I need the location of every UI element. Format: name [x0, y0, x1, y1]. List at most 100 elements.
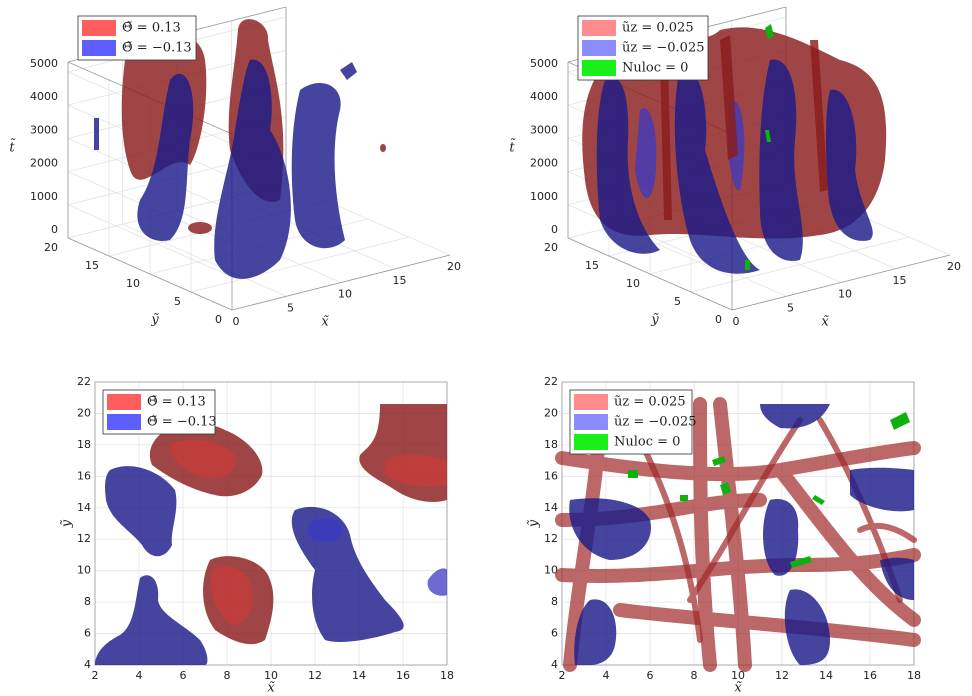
z-tick-label: 3000 [530, 123, 558, 136]
y-tick-label: 18 [77, 438, 91, 451]
x-tick-label: 6 [180, 669, 187, 682]
isosurface [569, 498, 651, 560]
legend-swatch [107, 394, 141, 410]
z-tick-label: 2000 [530, 157, 558, 170]
isosurface [385, 454, 447, 487]
y-tick-label: 12 [544, 532, 558, 545]
z-tick-label: 0 [51, 223, 58, 236]
x-tick-label: 4 [603, 669, 610, 682]
x-axis-label: x̃ [734, 681, 742, 696]
isosurface [307, 518, 343, 542]
x-tick-label: 10 [731, 669, 745, 682]
x-tick-label: 12 [775, 669, 789, 682]
isosurface [95, 575, 208, 665]
isosurface [214, 59, 291, 279]
legend-label: Θ̃ = 0.13 [122, 21, 181, 36]
y-axis-label: ỹ [650, 313, 659, 328]
y-tick-label: 22 [544, 375, 558, 388]
x-axis-label: x̃ [321, 315, 329, 330]
legend-swatch [582, 20, 616, 36]
x-axis-label: x̃ [821, 315, 829, 330]
isosurface [574, 589, 830, 665]
plot-frame [94, 381, 448, 666]
z-tick-label: 1000 [30, 190, 58, 203]
isosurface [759, 59, 803, 261]
x-tick-label: 16 [396, 669, 410, 682]
x-tick-label: 18 [440, 669, 454, 682]
isosurface [825, 89, 873, 241]
legend-label: Θ̃ = −0.13 [147, 415, 217, 430]
y-tick-label: 15 [85, 259, 99, 272]
y-tick-label: 0 [715, 313, 722, 326]
z-tick-label: 0 [551, 223, 558, 236]
axis-line [731, 254, 951, 311]
y-tick-label: 0 [215, 313, 222, 326]
legend-label: Nuloc = 0 [614, 435, 680, 450]
isosurface [137, 73, 194, 241]
z-tick-label: 4000 [30, 90, 58, 103]
y-tick-label: 15 [585, 259, 599, 272]
y-tick-label: 20 [44, 241, 58, 254]
x-tick-label: 20 [947, 260, 961, 273]
y-tick-label: 14 [544, 501, 558, 514]
x-axis-label: x̃ [267, 681, 275, 696]
y-tick-label: 12 [77, 532, 91, 545]
z-tick-label: 4000 [530, 90, 558, 103]
z-tick-label: 1000 [530, 190, 558, 203]
y-tick-label: 4 [551, 658, 558, 671]
axis-line [67, 237, 233, 311]
y-tick-label: 20 [77, 406, 91, 419]
legend-label: ũz = −0.025 [622, 41, 705, 56]
legend-label: ũz = −0.025 [614, 415, 697, 430]
legend-label: Nuloc = 0 [622, 61, 688, 76]
isosurface [637, 417, 917, 643]
y-axis-label: ỹ [150, 313, 159, 328]
x-tick-label: 10 [264, 669, 278, 682]
x-tick-label: 20 [447, 260, 461, 273]
isosurface [359, 404, 447, 502]
legend-label: ũz = 0.025 [622, 21, 694, 36]
z-axis-label: t̃ [9, 139, 15, 156]
y-tick-label: 5 [674, 295, 681, 308]
x-tick-label: 2 [92, 669, 99, 682]
z-tick-label: 2000 [30, 157, 58, 170]
legend-swatch [574, 434, 608, 450]
y-tick-label: 6 [551, 627, 558, 640]
y-tick-label: 6 [84, 627, 91, 640]
x-tick-label: 12 [308, 669, 322, 682]
isosurface [170, 439, 236, 479]
legend-swatch [574, 394, 608, 410]
isosurface [105, 466, 177, 557]
isosurface [660, 35, 828, 220]
legend-swatch [82, 40, 116, 56]
legend-swatch [582, 60, 616, 76]
x-tick-label: 2 [559, 669, 566, 682]
y-tick-label: 10 [126, 277, 140, 290]
isosurface [210, 566, 253, 625]
legend-label: Θ̃ = 0.13 [147, 395, 206, 410]
x-tick-label: 16 [863, 669, 877, 682]
x-tick-label: 5 [287, 301, 294, 314]
legend-swatch [107, 414, 141, 430]
y-axis-label: ỹ [527, 519, 542, 528]
z-tick-label: 5000 [30, 57, 58, 70]
isosurfaces [94, 19, 921, 672]
x-tick-label: 15 [893, 274, 907, 287]
y-tick-label: 14 [77, 501, 91, 514]
x-tick-label: 6 [647, 669, 654, 682]
legend-swatch [82, 20, 116, 36]
y-tick-label: 20 [544, 241, 558, 254]
isosurface [380, 144, 386, 152]
y-tick-label: 22 [77, 375, 91, 388]
x-tick-label: 10 [838, 288, 852, 301]
z-tick-label: 5000 [530, 57, 558, 70]
x-tick-label: 0 [733, 315, 740, 328]
isosurface [674, 68, 760, 274]
y-tick-label: 10 [544, 564, 558, 577]
y-tick-label: 16 [544, 469, 558, 482]
axis-line [567, 237, 733, 311]
grid-line [690, 236, 910, 293]
x-tick-label: 10 [338, 288, 352, 301]
